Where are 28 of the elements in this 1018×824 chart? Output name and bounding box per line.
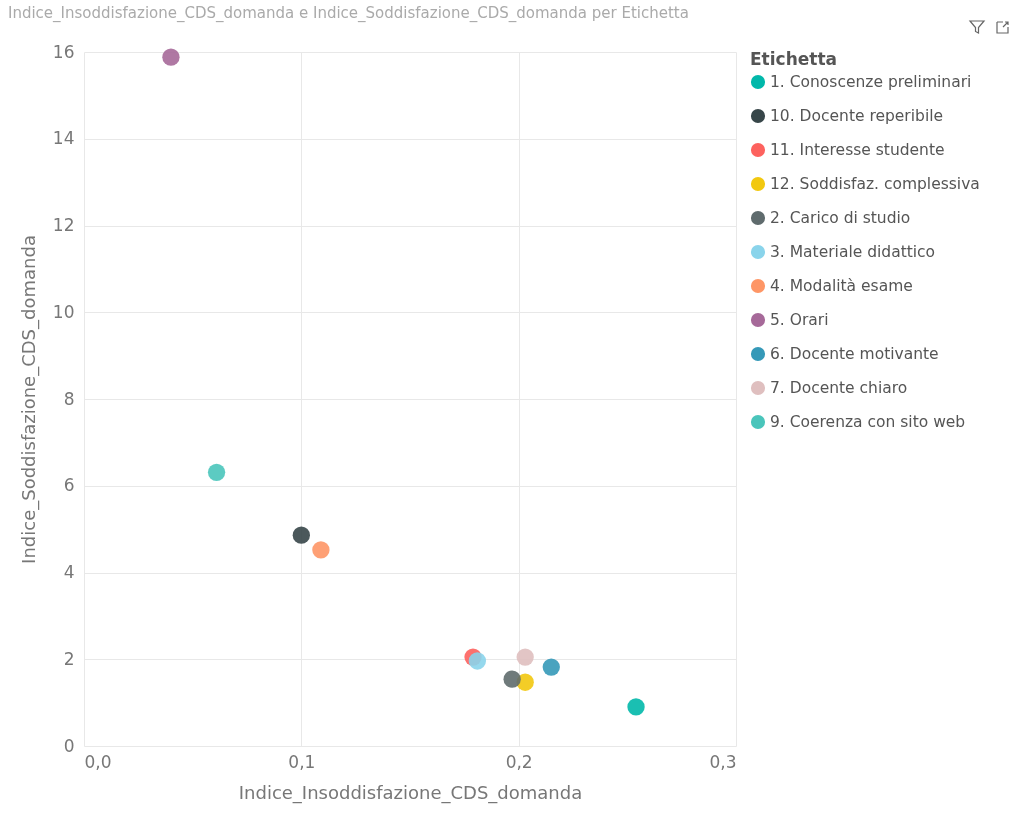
legend-label: 1. Conoscenze preliminari	[770, 73, 972, 91]
y-tick-label: 16	[52, 41, 75, 62]
legend-label: 6. Docente motivante	[770, 345, 939, 363]
legend-label: 7. Docente chiaro	[770, 379, 908, 397]
x-axis-title: Indice_Insoddisfazione_CDS_domanda	[238, 781, 583, 804]
y-tick-label: 10	[52, 301, 75, 322]
legend-label: 2. Carico di studio	[770, 209, 911, 227]
legend-label: 4. Modalità esame	[770, 277, 913, 295]
y-tick-label: 0	[63, 735, 75, 756]
chart-title: Indice_Insoddisfazione_CDS_domanda e Indice_Soddisfazione_CDS_domanda per Etichetta	[8, 4, 689, 23]
y-tick-label: 6	[63, 475, 75, 496]
legend-label: 3. Materiale didattico	[770, 243, 936, 261]
y-axis-title: Indice_Soddisfazione_CDS_domanda	[17, 235, 40, 564]
x-tick-label: 0,2	[505, 751, 533, 772]
legend-title: Etichetta	[750, 49, 838, 69]
legend-label: 11. Interesse studente	[770, 141, 945, 159]
y-tick-label: 14	[52, 128, 75, 149]
x-tick-label: 0,1	[288, 751, 316, 772]
y-tick-label: 4	[63, 562, 75, 582]
y-tick-label: 8	[63, 388, 75, 409]
y-tick-label: 2	[63, 648, 75, 669]
legend-label: 5. Orari	[770, 311, 829, 329]
legend-label: 12. Soddisfaz. complessiva	[770, 175, 980, 193]
y-tick-label: 12	[52, 215, 75, 235]
x-tick-label: 0,3	[709, 751, 737, 772]
legend-label: 10. Docente reperibile	[770, 107, 944, 125]
legend-label: 9. Coerenza con sito web	[770, 413, 966, 431]
x-tick-label: 0,0	[84, 751, 112, 772]
